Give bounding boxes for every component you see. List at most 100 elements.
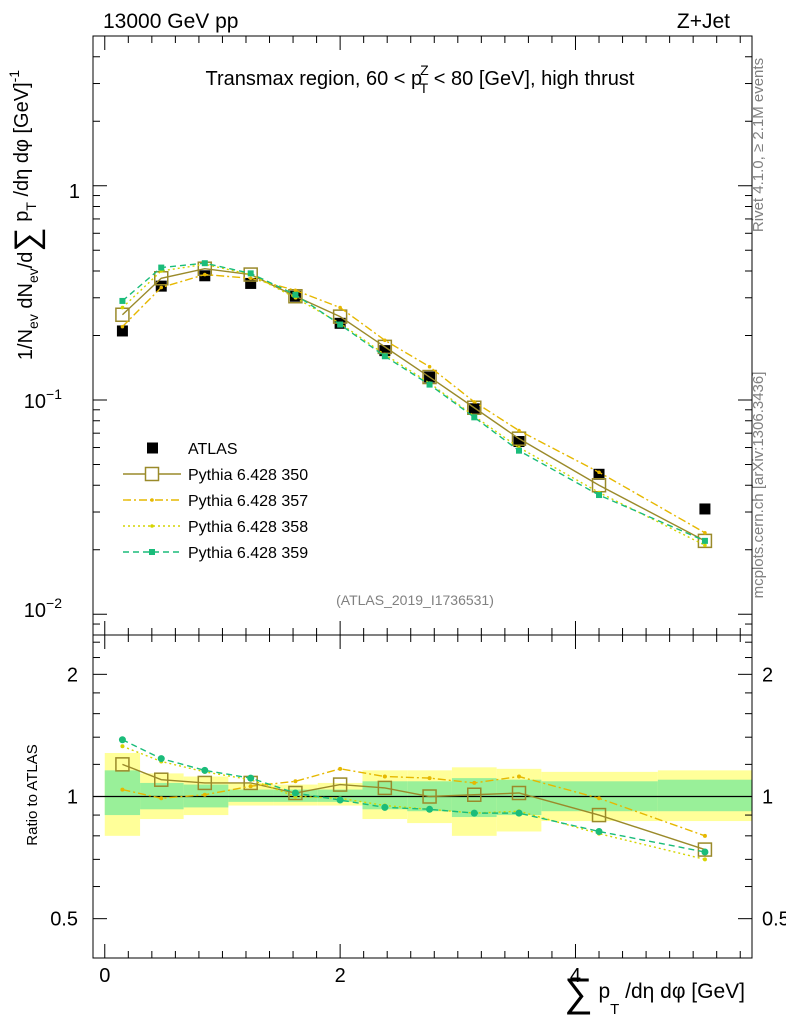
data-point [699,503,711,515]
ratio-point [118,736,126,744]
ratio-point [291,789,299,797]
xtick-label: 2 [335,965,346,987]
ratio-point [248,784,253,789]
x-axis-label: ∑ pT /dη dφ [GeV] [564,971,745,1018]
data-point [597,470,601,475]
mcplots-label: mcplots.cern.ch [arXiv:1306.3436] [750,372,767,599]
ratio-point [197,775,213,791]
ratio-point [288,785,303,801]
ratio-point [332,777,348,792]
series-line [121,262,706,542]
ratio-point [120,787,125,792]
data-point [703,543,707,548]
ratio-y-axis-label: Ratio to ATLAS [24,744,41,845]
legend: ATLAS Pythia 6.428 350 Pythia 6.428 357 Pyt… [123,441,308,562]
data-point [245,277,257,289]
ratio-series-Pythia-6.428-357 [120,766,707,838]
legend-marker [150,498,154,502]
data-point [379,345,391,357]
ratio-point [293,779,298,784]
data-point [247,270,254,277]
data-point [517,428,521,433]
ratio-point [427,776,432,781]
data-point [472,400,477,404]
legend-label: Pythia 6.428 350 [188,467,308,484]
ratio-point [247,774,255,782]
data-point [596,492,603,499]
legend-item: ATLAS [147,441,238,458]
y-axis-label: 1/Nev dNev/d∑ pT /dη dφ [GeV]-1 [6,70,46,360]
ratio-ytick-label: 0.5 [50,909,78,931]
legend-marker [150,524,154,528]
ratio-point [159,796,164,801]
legend-label: Pythia 6.428 359 [188,545,308,562]
data-point [513,436,525,448]
data-point [427,364,432,369]
data-point [468,403,480,415]
watermark: (ATLAS_2019_I1736531) [336,592,494,608]
ratio-point [381,803,389,811]
plot-title: Transmax region, 60 < pZ T < 80 [GeV], hi… [206,62,635,96]
ytick-label-0.1: 10−1 [24,386,62,413]
ratio-point [595,827,603,835]
ratio-ytick-label-right: 2 [762,664,773,686]
data-point [292,291,299,298]
ratio-point [515,809,523,817]
ratio-series-Pythia-6.428-359 [118,736,709,856]
ratio-point [422,789,437,804]
ratio-series-line [122,768,706,837]
ratio-point [157,755,165,763]
legend-marker [144,466,160,482]
ratio-point [702,833,707,838]
legend-label: ATLAS [188,441,238,458]
ratio-point [336,796,344,804]
series-Pythia-6.428-359 [119,260,708,544]
ratio-series-line [122,739,706,853]
series-Pythia-6.428-357 [120,272,707,535]
ratio-point [201,766,209,774]
ratio-ytick-label: 1 [67,787,78,809]
ratio-point [382,774,387,779]
data-point [426,381,433,388]
ratio-point [701,848,709,856]
ratio-point [516,774,521,779]
legend-label: Pythia 6.428 358 [188,519,308,536]
ratio-point [467,787,482,802]
ratio-point [426,805,434,813]
ratio-point [377,780,393,796]
xtick-label: 0 [99,965,110,987]
xtick-label: 4 [570,965,581,987]
legend-item: Pythia 6.428 350 [123,466,308,484]
ratio-point [591,807,607,823]
ratio-point [511,785,527,801]
band-green-3 [228,789,274,802]
data-point [593,468,605,480]
data-point [120,324,125,329]
legend-item: Pythia 6.428 358 [123,519,308,536]
data-point [248,276,253,281]
header-right: Z+Jet [677,10,730,33]
data-point [338,305,342,310]
data-point [471,414,478,421]
data-point [120,305,125,310]
top-panel: Transmax region, 60 < pZ T < 80 [GeV], hi… [6,35,753,636]
rivet-label: Rivet 4.1.0, ≥ 2.1M events [750,58,767,232]
series-line [121,263,706,546]
header-left: 13000 GeV pp [103,10,238,33]
data-point [243,267,258,282]
ratio-ytick-label: 2 [67,664,78,686]
data-point [293,288,298,293]
data-point [383,338,387,343]
series-line [121,267,706,542]
legend-item: Pythia 6.428 357 [123,493,308,510]
ratio-panel: Ratio to ATLAS 0.5 0.5 1 1 2 2 0 2 4 ∑ pT /dη d… [24,634,786,1018]
data-point [119,297,126,304]
ratio-point [115,757,130,772]
ytick-label-0.01: 10−2 [24,595,62,622]
data-point [116,325,128,337]
data-point [201,260,208,267]
series-line [121,273,706,534]
legend-marker [147,442,158,454]
ratio-series-line [122,763,706,851]
